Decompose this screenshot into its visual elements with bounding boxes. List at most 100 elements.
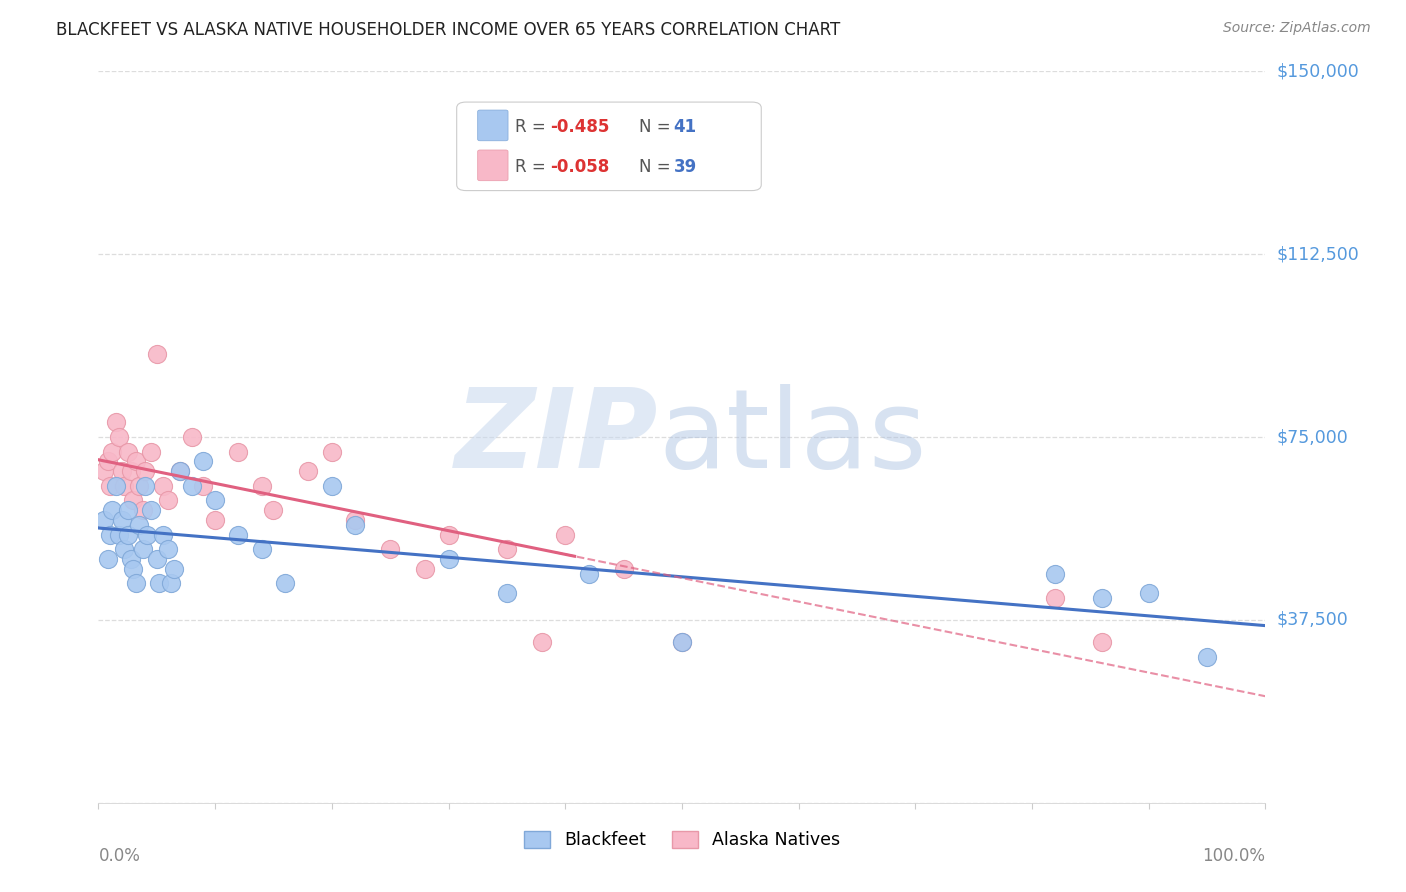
- Point: [112, 479, 135, 493]
- Point: [101, 444, 124, 458]
- Text: N =: N =: [638, 119, 676, 136]
- Point: [180, 479, 202, 493]
- Text: 0.0%: 0.0%: [98, 847, 141, 864]
- Point: [117, 527, 139, 541]
- Point: [437, 527, 460, 541]
- Point: [204, 513, 226, 527]
- Point: [101, 503, 124, 517]
- Point: [122, 493, 145, 508]
- Point: [104, 479, 127, 493]
- Point: [134, 479, 156, 493]
- Text: $112,500: $112,500: [1277, 245, 1360, 263]
- Point: [111, 464, 134, 478]
- Text: Source: ZipAtlas.com: Source: ZipAtlas.com: [1223, 21, 1371, 35]
- Point: [93, 513, 115, 527]
- Point: [128, 479, 150, 493]
- Point: [262, 503, 284, 517]
- FancyBboxPatch shape: [457, 102, 761, 191]
- Point: [139, 503, 162, 517]
- Point: [98, 527, 121, 541]
- Point: [321, 444, 343, 458]
- Point: [125, 454, 148, 468]
- Point: [250, 479, 273, 493]
- FancyBboxPatch shape: [478, 110, 508, 141]
- Text: $150,000: $150,000: [1277, 62, 1360, 80]
- Point: [97, 552, 120, 566]
- Point: [125, 576, 148, 591]
- Point: [108, 527, 131, 541]
- Point: [228, 444, 250, 458]
- Point: [274, 576, 297, 591]
- Text: 39: 39: [673, 158, 697, 177]
- Point: [104, 416, 127, 430]
- Point: [117, 444, 139, 458]
- Point: [530, 635, 553, 649]
- Point: [437, 552, 460, 566]
- Point: [1091, 591, 1114, 605]
- Point: [146, 552, 169, 566]
- Point: [204, 493, 226, 508]
- Point: [152, 479, 174, 493]
- Point: [157, 493, 180, 508]
- Text: atlas: atlas: [658, 384, 927, 491]
- Point: [193, 454, 215, 468]
- Point: [163, 562, 186, 576]
- Point: [97, 454, 120, 468]
- Text: $37,500: $37,500: [1277, 611, 1348, 629]
- Point: [1045, 591, 1067, 605]
- Point: [1195, 649, 1218, 664]
- Point: [496, 542, 519, 557]
- Text: ZIP: ZIP: [456, 384, 658, 491]
- Text: R =: R =: [515, 158, 551, 177]
- Text: $75,000: $75,000: [1277, 428, 1348, 446]
- Point: [554, 527, 576, 541]
- Text: R =: R =: [515, 119, 551, 136]
- Point: [157, 542, 180, 557]
- Point: [1045, 566, 1067, 581]
- Point: [193, 479, 215, 493]
- Point: [671, 635, 693, 649]
- Point: [578, 566, 600, 581]
- Point: [134, 464, 156, 478]
- Point: [148, 576, 170, 591]
- Legend: Blackfeet, Alaska Natives: Blackfeet, Alaska Natives: [517, 823, 846, 856]
- Text: N =: N =: [638, 158, 676, 177]
- Point: [122, 562, 145, 576]
- Point: [112, 542, 135, 557]
- Point: [496, 586, 519, 600]
- Point: [120, 552, 142, 566]
- Point: [111, 513, 134, 527]
- Text: 41: 41: [673, 119, 697, 136]
- Point: [1091, 635, 1114, 649]
- Point: [132, 503, 155, 517]
- Point: [98, 479, 121, 493]
- Point: [1137, 586, 1160, 600]
- Point: [139, 444, 162, 458]
- Point: [93, 464, 115, 478]
- Point: [169, 464, 191, 478]
- Point: [108, 430, 131, 444]
- Point: [613, 562, 636, 576]
- Point: [117, 503, 139, 517]
- Point: [413, 562, 436, 576]
- Point: [671, 635, 693, 649]
- Point: [344, 513, 367, 527]
- FancyBboxPatch shape: [478, 150, 508, 181]
- Point: [250, 542, 273, 557]
- Point: [132, 542, 155, 557]
- Point: [228, 527, 250, 541]
- Point: [344, 517, 367, 532]
- Point: [297, 464, 319, 478]
- Text: 100.0%: 100.0%: [1202, 847, 1265, 864]
- Point: [136, 527, 159, 541]
- Point: [152, 527, 174, 541]
- Point: [380, 542, 402, 557]
- Point: [159, 576, 181, 591]
- Point: [128, 517, 150, 532]
- Point: [146, 347, 169, 361]
- Point: [169, 464, 191, 478]
- Point: [120, 464, 142, 478]
- Point: [321, 479, 343, 493]
- Point: [180, 430, 202, 444]
- Text: -0.058: -0.058: [550, 158, 609, 177]
